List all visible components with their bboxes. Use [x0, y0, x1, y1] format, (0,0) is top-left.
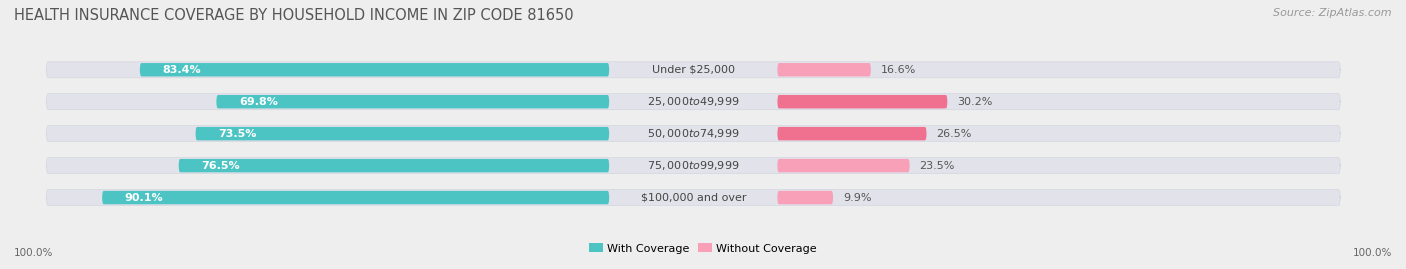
FancyBboxPatch shape [778, 95, 948, 108]
Text: Source: ZipAtlas.com: Source: ZipAtlas.com [1274, 8, 1392, 18]
Text: 23.5%: 23.5% [920, 161, 955, 171]
Text: 83.4%: 83.4% [163, 65, 201, 75]
FancyBboxPatch shape [195, 127, 609, 140]
Text: 73.5%: 73.5% [218, 129, 256, 139]
Text: 90.1%: 90.1% [125, 193, 163, 203]
Text: 30.2%: 30.2% [957, 97, 993, 107]
FancyBboxPatch shape [139, 63, 609, 76]
FancyBboxPatch shape [217, 95, 609, 108]
Text: 69.8%: 69.8% [239, 97, 278, 107]
FancyBboxPatch shape [778, 191, 834, 204]
FancyBboxPatch shape [778, 63, 870, 76]
Text: 16.6%: 16.6% [880, 65, 915, 75]
FancyBboxPatch shape [778, 127, 927, 140]
Text: $75,000 to $99,999: $75,000 to $99,999 [647, 159, 740, 172]
FancyBboxPatch shape [46, 94, 1340, 110]
Text: $25,000 to $49,999: $25,000 to $49,999 [647, 95, 740, 108]
Text: 76.5%: 76.5% [201, 161, 240, 171]
FancyBboxPatch shape [179, 159, 609, 172]
Text: 26.5%: 26.5% [936, 129, 972, 139]
Text: 100.0%: 100.0% [1353, 248, 1392, 258]
FancyBboxPatch shape [46, 126, 1340, 142]
Text: Under $25,000: Under $25,000 [652, 65, 735, 75]
Text: HEALTH INSURANCE COVERAGE BY HOUSEHOLD INCOME IN ZIP CODE 81650: HEALTH INSURANCE COVERAGE BY HOUSEHOLD I… [14, 8, 574, 23]
FancyBboxPatch shape [46, 190, 1340, 206]
Legend: With Coverage, Without Coverage: With Coverage, Without Coverage [585, 239, 821, 258]
Text: 9.9%: 9.9% [842, 193, 872, 203]
FancyBboxPatch shape [46, 158, 1340, 174]
FancyBboxPatch shape [46, 62, 1340, 78]
Text: $100,000 and over: $100,000 and over [641, 193, 747, 203]
Text: $50,000 to $74,999: $50,000 to $74,999 [647, 127, 740, 140]
Text: 100.0%: 100.0% [14, 248, 53, 258]
FancyBboxPatch shape [103, 191, 609, 204]
FancyBboxPatch shape [778, 159, 910, 172]
